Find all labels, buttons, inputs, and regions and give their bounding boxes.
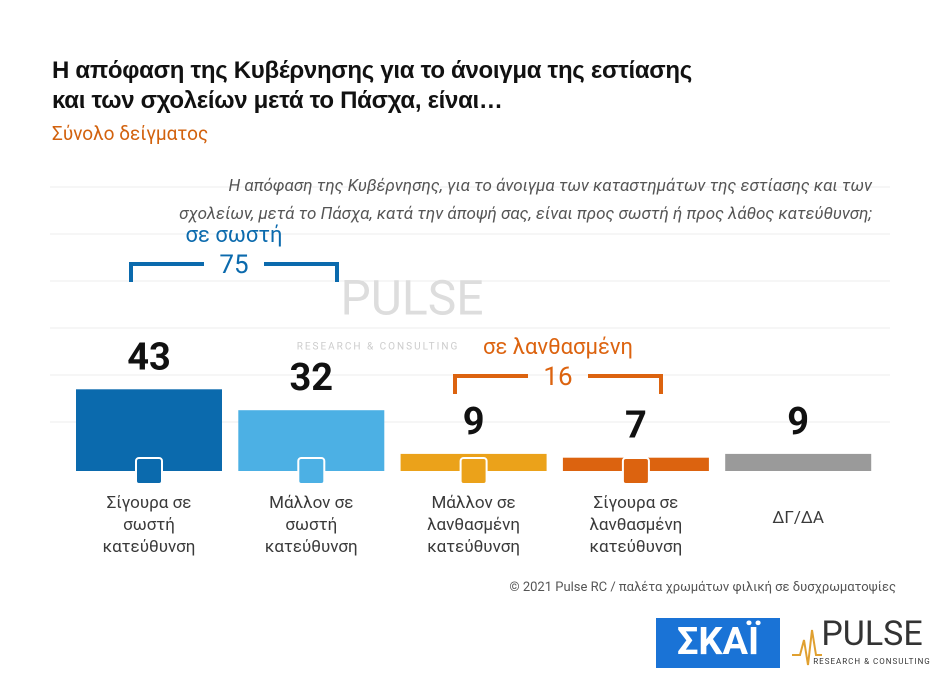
value-label: 32 [289,356,333,400]
pulse-logo-wave [792,629,822,666]
subtitle: Σύνολο δείγματος [52,122,209,145]
question: Η απόφαση της Κυβέρνησης, για το άνοιγμα… [179,176,872,224]
bracket [264,262,339,282]
category-label: Μάλλον σε λανθασμένη κατεύθυνση [427,493,521,557]
group-label: σε λανθασμένη [483,335,633,360]
title: Η απόφαση της Κυβέρνησης για το άνοιγμα … [52,57,692,114]
group-value: 16 [543,362,572,392]
bracket [129,262,204,282]
watermark: PULSE [340,270,483,327]
icon [459,457,488,485]
pulse-logo-sub: RESEARCH & CONSULTING [813,657,930,666]
bar [725,453,872,471]
value-label: 9 [463,400,485,444]
category-label: ΔΓ/ΔΑ [772,508,824,528]
category-label: Μάλλον σε σωστή κατεύθυνση [264,493,358,557]
watermark-sub: RESEARCH & CONSULTING [297,342,460,353]
pulse-logo: PULSE [821,614,922,654]
skai-logo-text: ΣΚΑΪ [677,619,761,664]
category-label: Σίγουρα σε σωστή κατεύθυνση [102,493,196,557]
bracket [588,374,663,394]
icon [621,457,650,485]
footer: © 2021 Pulse RC / παλέτα χρωμάτων φιλική… [509,580,896,595]
value-label: 7 [625,404,647,448]
icon [135,457,163,485]
value-label: 43 [127,335,171,379]
skai-logo [656,618,780,668]
icon [297,457,326,485]
value-label: 9 [787,400,809,444]
bracket [453,374,528,394]
group-value: 75 [219,250,248,280]
category-label: Σίγουρα σε λανθασμένη κατεύθυνση [589,493,683,557]
group-label: σε σωστή [186,223,283,248]
